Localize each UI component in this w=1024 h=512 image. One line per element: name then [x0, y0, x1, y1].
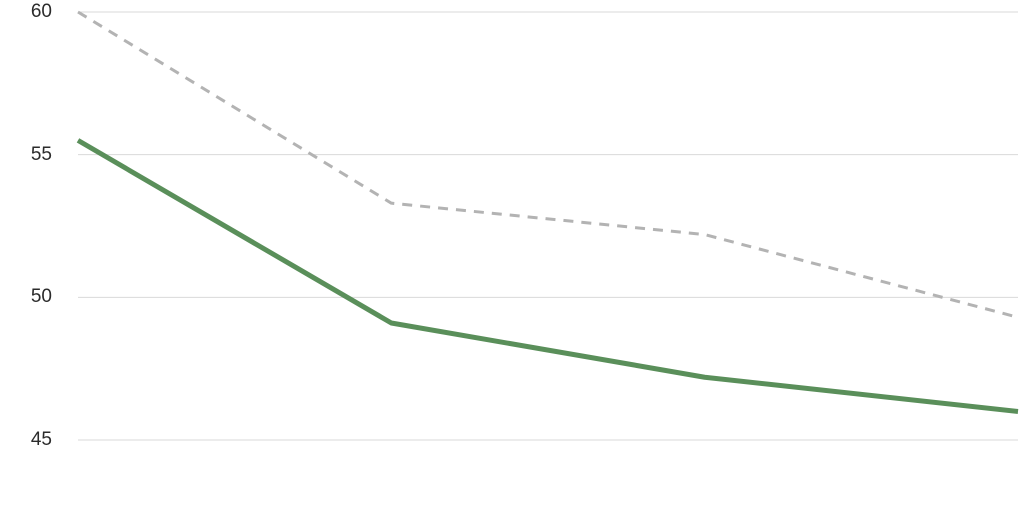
series-dashed [78, 12, 1018, 317]
chart-svg [0, 0, 1024, 512]
line-chart: 45 50 55 60 [0, 0, 1024, 512]
y-tick-label: 50 [31, 286, 52, 308]
y-tick-label: 60 [31, 1, 52, 23]
y-tick-label: 55 [31, 144, 52, 166]
y-tick-label: 45 [31, 429, 52, 451]
series-solid [78, 140, 1018, 411]
